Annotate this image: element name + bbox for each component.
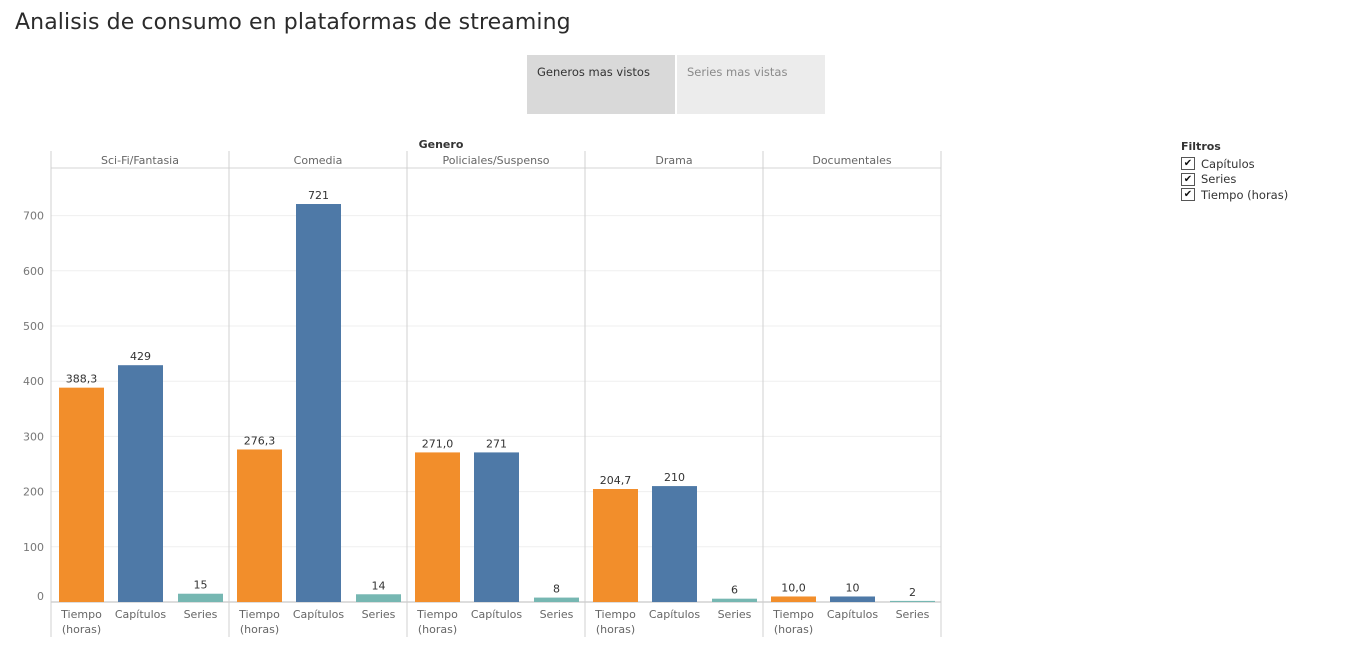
x-tick-label: (horas) <box>596 623 635 636</box>
y-tick-label: 600 <box>23 265 44 278</box>
data-label: 14 <box>372 579 386 592</box>
column-header: Genero <box>419 138 464 151</box>
legend-item-series[interactable]: ✔ Series <box>1181 172 1288 188</box>
data-label: 721 <box>308 189 329 202</box>
group-label: Policiales/Suspenso <box>442 154 549 167</box>
y-tick-label: 700 <box>23 210 44 223</box>
x-tick-label: Series <box>362 608 396 621</box>
y-tick-label: 300 <box>23 430 44 443</box>
bar <box>652 486 697 602</box>
legend-title: Filtros <box>1181 140 1221 153</box>
data-label: 388,3 <box>66 373 98 386</box>
bar <box>771 596 816 602</box>
bar <box>59 387 104 602</box>
data-label: 15 <box>194 579 208 592</box>
legend-label: Tiempo (horas) <box>1201 187 1289 202</box>
data-label: 271,0 <box>422 437 454 450</box>
bar <box>890 600 935 602</box>
x-tick-label: Capítulos <box>293 608 345 621</box>
data-label: 210 <box>664 471 685 484</box>
bar <box>474 452 519 602</box>
y-tick-label: 200 <box>23 486 44 499</box>
bar <box>712 598 757 602</box>
data-label: 2 <box>909 586 916 599</box>
checkbox-tiempo[interactable]: ✔ <box>1181 188 1195 202</box>
x-tick-label: Capítulos <box>471 608 523 621</box>
data-label: 6 <box>731 584 738 597</box>
data-label: 276,3 <box>244 434 276 447</box>
legend-label: Series <box>1201 172 1237 187</box>
legend-item-tiempo[interactable]: ✔ Tiempo (horas) <box>1181 187 1288 203</box>
x-tick-label: Tiempo <box>238 608 280 621</box>
data-label: 204,7 <box>600 474 632 487</box>
x-tick-label: Series <box>540 608 574 621</box>
checkbox-capitulos[interactable]: ✔ <box>1181 157 1195 171</box>
bar <box>118 365 163 602</box>
bar <box>356 594 401 602</box>
group-label: Comedia <box>294 154 343 167</box>
data-label: 10 <box>846 581 860 594</box>
x-tick-label: Capítulos <box>115 608 167 621</box>
x-tick-label: Tiempo <box>594 608 636 621</box>
x-tick-label: (horas) <box>418 623 457 636</box>
bar <box>237 449 282 602</box>
x-tick-label: Series <box>896 608 930 621</box>
y-tick-label: 100 <box>23 541 44 554</box>
checkbox-series[interactable]: ✔ <box>1181 172 1195 186</box>
bar <box>593 489 638 602</box>
bar <box>178 593 223 602</box>
x-tick-label: Tiempo <box>60 608 102 621</box>
data-label: 429 <box>130 350 151 363</box>
x-tick-label: (horas) <box>62 623 101 636</box>
filter-legend: Filtros ✔ Capítulos ✔ Series ✔ Tiempo (h… <box>1181 140 1288 203</box>
x-tick-label: Tiempo <box>416 608 458 621</box>
tab-generos-mas-vistos[interactable]: Generos mas vistos <box>527 55 675 114</box>
tab-series-mas-vistas[interactable]: Series mas vistas <box>677 55 825 114</box>
y-tick-label: 500 <box>23 320 44 333</box>
legend-label: Capítulos <box>1201 156 1255 171</box>
bar <box>296 204 341 602</box>
x-tick-label: Capítulos <box>827 608 879 621</box>
page-title: Analisis de consumo en plataformas de st… <box>15 10 571 35</box>
group-label: Documentales <box>812 154 892 167</box>
bar <box>415 452 460 602</box>
x-tick-label: Series <box>184 608 218 621</box>
view-tabs: Generos mas vistos Series mas vistas <box>527 55 825 114</box>
group-label: Sci-Fi/Fantasia <box>101 154 179 167</box>
y-tick-label: 400 <box>23 375 44 388</box>
bar <box>534 597 579 602</box>
x-tick-label: Tiempo <box>772 608 814 621</box>
bar <box>830 596 875 602</box>
x-tick-label: (horas) <box>774 623 813 636</box>
data-label: 271 <box>486 437 507 450</box>
x-tick-label: Capítulos <box>649 608 701 621</box>
group-label: Drama <box>655 154 692 167</box>
data-label: 8 <box>553 583 560 596</box>
x-tick-label: Series <box>718 608 752 621</box>
data-label: 10,0 <box>781 581 806 594</box>
y-tick-label: 0 <box>37 590 44 603</box>
legend-item-capitulos[interactable]: ✔ Capítulos <box>1181 156 1288 172</box>
x-tick-label: (horas) <box>240 623 279 636</box>
